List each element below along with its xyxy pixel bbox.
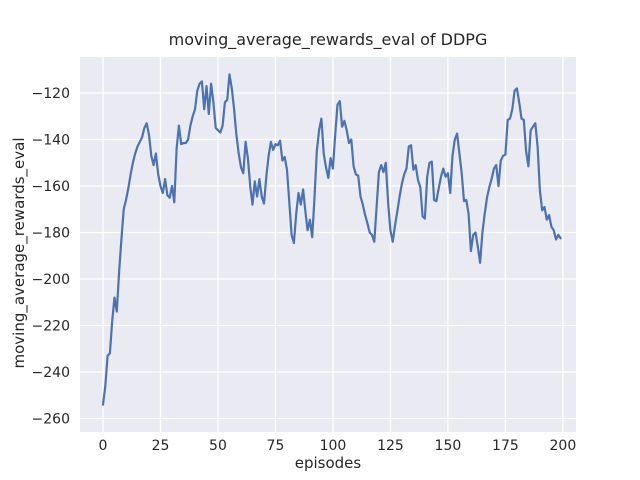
y-tick-label: −220 <box>32 319 70 335</box>
x-axis-label: episodes <box>295 454 362 472</box>
x-tick-label: 125 <box>377 438 404 454</box>
x-tick-label: 25 <box>152 438 170 454</box>
y-tick-label: −160 <box>32 179 70 195</box>
y-tick-label: −240 <box>32 365 70 381</box>
y-tick-label: −120 <box>32 86 70 102</box>
x-tick-label: 0 <box>99 438 108 454</box>
y-tick-labels: −120 −140 −160 −180 −200 −220 −240 −260 <box>32 86 70 427</box>
x-tick-label: 150 <box>435 438 462 454</box>
y-axis-label: moving_average_rewards_eval <box>10 138 29 369</box>
gridlines <box>80 57 576 432</box>
y-tick-label: −200 <box>32 272 70 288</box>
y-tick-label: −140 <box>32 133 70 149</box>
x-tick-label: 175 <box>492 438 519 454</box>
y-tick-label: −260 <box>32 412 70 428</box>
ddpg-series-line <box>101 73 562 406</box>
x-tick-labels: 0 25 50 75 100 125 150 175 200 <box>99 438 577 454</box>
x-tick-label: 75 <box>267 438 285 454</box>
y-tick-label: −180 <box>32 226 70 242</box>
x-tick-label: 50 <box>209 438 227 454</box>
plot-area <box>80 57 576 432</box>
x-tick-label: 200 <box>550 438 577 454</box>
chart-title: moving_average_rewards_eval of DDPG <box>169 30 488 50</box>
x-tick-label: 100 <box>320 438 347 454</box>
